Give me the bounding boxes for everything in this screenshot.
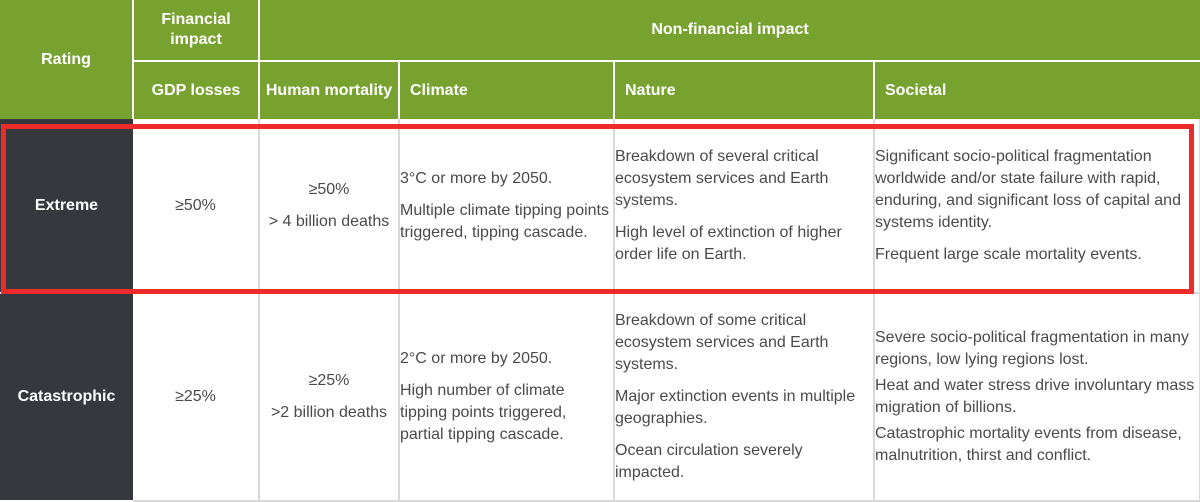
table-row-catastrophic: Catastrophic ≥25% ≥25% >2 billion deaths… [0,293,1200,502]
mortality-cell: ≥50% > 4 billion deaths [259,119,400,294]
table-row-extreme: Extreme ≥50% ≥50% > 4 billion deaths 3°C… [0,119,1200,294]
nature-text: Breakdown of several critical ecosystem … [615,147,829,209]
societal-text: Significant socio-political fragmentatio… [875,147,1181,231]
nature-text: Major extinction events in multiple geog… [615,388,856,427]
societal-text: Catastrophic mortality events from disea… [875,425,1182,464]
header-gdp-losses: GDP losses [133,61,260,119]
climate-text: High number of climate tipping points tr… [400,382,567,443]
nature-text: Breakdown of some critical ecosystem ser… [615,312,829,373]
nature-text: Ocean circulation severely impacted. [615,442,803,481]
climate-text: Multiple climate tipping points triggere… [400,201,609,241]
nature-cell: Breakdown of some critical ecosystem ser… [614,293,875,502]
societal-cell: Significant socio-political fragmentatio… [874,119,1200,294]
mortality-deaths: > 4 billion deaths [268,212,390,230]
mortality-deaths: >2 billion deaths [270,404,388,421]
header-non-financial-impact: Non-financial impact [259,0,1200,62]
header-human-mortality: Human mortality [259,61,400,119]
mortality-percent: ≥25% [308,372,350,389]
climate-text: 3°C or more by 2050. [400,169,553,187]
societal-text: Frequent large scale mortality events. [875,245,1142,263]
mortality-percent: ≥50% [308,180,350,198]
climate-cell: 2°C or more by 2050. High number of clim… [399,293,615,502]
climate-text: 2°C or more by 2050. [400,350,553,367]
mortality-cell: ≥25% >2 billion deaths [259,293,400,502]
header-climate: Climate [399,61,615,119]
nature-text: High level of extinction of higher order… [615,223,842,263]
header-societal: Societal [874,61,1200,119]
societal-text: Heat and water stress drive involuntary … [875,377,1195,416]
societal-text: Severe socio-political fragmentation in … [875,329,1189,368]
header-rating: Rating [0,0,134,119]
climate-cell: 3°C or more by 2050. Multiple climate ti… [399,119,615,294]
header-financial-impact: Financial impact [133,0,260,62]
gdp-cell: ≥25% [133,293,260,502]
gdp-cell: ≥50% [133,119,260,294]
rating-cell: Extreme [0,119,133,294]
rating-cell: Catastrophic [0,293,133,502]
societal-cell: Severe socio-political fragmentation in … [874,293,1200,502]
nature-cell: Breakdown of several critical ecosystem … [614,119,875,294]
header-nature: Nature [614,61,875,119]
